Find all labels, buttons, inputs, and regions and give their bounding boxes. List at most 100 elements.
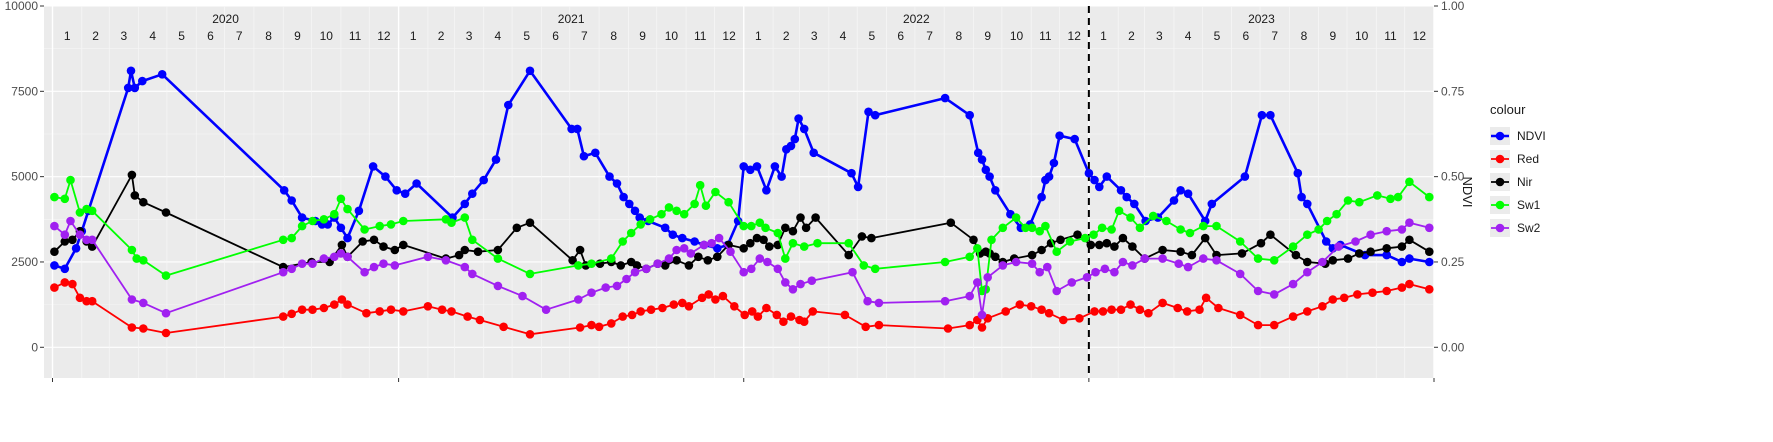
month-label: 7 (926, 29, 933, 43)
month-label: 8 (610, 29, 617, 43)
data-point-red (1135, 305, 1145, 315)
series-sw1 (50, 175, 1434, 296)
data-point-red (772, 310, 782, 320)
data-point-sw1 (1065, 237, 1075, 246)
data-point-sw2 (343, 252, 352, 262)
data-point-sw1 (940, 257, 950, 267)
data-point-sw2 (278, 267, 288, 277)
data-point-nir (575, 245, 585, 255)
data-point-nir (1405, 235, 1414, 245)
data-point-red (399, 307, 408, 316)
data-point-nir (60, 237, 70, 246)
data-point-ndvi (479, 175, 489, 185)
data-point-sw1 (626, 228, 636, 238)
data-point-nir (694, 252, 703, 262)
data-point-sw1 (308, 216, 317, 226)
month-label: 1 (410, 29, 417, 43)
data-point-red (711, 295, 720, 304)
data-point-nir (746, 238, 755, 248)
data-point-red (730, 302, 739, 311)
data-point-sw1 (1089, 230, 1098, 239)
data-point-sw2 (1100, 264, 1110, 274)
data-point-ndvi (794, 114, 803, 123)
data-point-red (1339, 293, 1349, 303)
year-label: 2023 (1248, 12, 1275, 26)
legend-key-point (1495, 200, 1505, 210)
data-point-sw2 (1318, 257, 1327, 267)
data-point-red (1126, 300, 1135, 309)
data-point-ndvi (630, 206, 640, 216)
data-point-sw1 (1021, 223, 1030, 233)
data-point-sw2 (1043, 262, 1052, 272)
data-point-sw2 (664, 254, 674, 263)
data-point-ndvi (279, 186, 289, 195)
month-label: 6 (897, 29, 904, 43)
data-point-sw1 (788, 238, 798, 248)
data-point-sw2 (1405, 218, 1414, 227)
data-point-sw2 (672, 245, 681, 255)
data-point-sw1 (161, 271, 171, 280)
data-point-nir (568, 255, 577, 265)
data-point-sw2 (297, 259, 307, 269)
data-point-sw1 (755, 218, 765, 227)
month-label: 2 (1128, 29, 1135, 43)
data-point-sw1 (690, 199, 699, 209)
data-point-sw2 (699, 240, 709, 250)
data-point-nir (473, 247, 483, 256)
data-point-ndvi (1044, 172, 1054, 181)
data-point-nir (139, 197, 148, 207)
data-point-sw1 (493, 254, 503, 263)
data-point-red (747, 307, 757, 316)
month-label: 6 (207, 29, 214, 43)
data-point-red (1158, 298, 1167, 308)
data-point-sw1 (1235, 237, 1245, 246)
data-point-sw2 (1288, 279, 1298, 289)
data-point-nir (1176, 247, 1185, 256)
data-point-ndvi (940, 93, 950, 103)
data-point-sw1 (50, 192, 59, 202)
data-point-sw2 (679, 244, 689, 253)
data-point-sw1 (1135, 223, 1145, 233)
data-point-ndvi (1183, 189, 1193, 198)
data-point-ndvi (746, 165, 755, 175)
data-point-ndvi (1037, 192, 1046, 202)
data-point-red (786, 312, 796, 321)
data-point-ndvi (1090, 175, 1099, 185)
data-point-sw2 (601, 283, 610, 292)
legend-item-ndvi: NDVI (1490, 127, 1546, 145)
data-point-sw2 (1366, 230, 1375, 239)
data-point-ndvi (1116, 186, 1126, 195)
data-point-sw2 (788, 285, 798, 294)
data-point-sw2 (642, 264, 651, 274)
data-point-ndvi (733, 216, 743, 226)
data-point-red (943, 324, 953, 333)
y2-tick-label: 0.25 (1441, 255, 1465, 269)
data-point-sw1 (781, 254, 790, 263)
data-point-ndvi (985, 172, 994, 181)
month-label: 2 (438, 29, 445, 43)
data-point-sw1 (386, 220, 396, 229)
data-point-sw2 (1067, 278, 1077, 287)
data-point-sw2 (66, 216, 75, 226)
data-point-red (861, 322, 870, 332)
data-point-nir (1037, 245, 1046, 255)
data-point-sw1 (1269, 255, 1279, 265)
data-point-red (127, 323, 137, 332)
data-point-sw1 (343, 204, 352, 214)
data-point-sw1 (447, 218, 456, 227)
data-point-sw1 (747, 221, 756, 231)
data-point-sw1 (132, 254, 141, 263)
legend-key-point (1495, 223, 1505, 233)
data-point-sw2 (622, 274, 631, 284)
data-point-nir (857, 232, 867, 241)
data-point-ndvi (762, 186, 771, 195)
data-point-nir (1397, 242, 1407, 251)
data-point-sw1 (127, 245, 137, 255)
data-point-sw1 (297, 221, 307, 231)
data-point-ndvi (1122, 192, 1131, 202)
data-point-ndvi (1095, 182, 1104, 192)
data-point-sw1 (987, 235, 996, 245)
